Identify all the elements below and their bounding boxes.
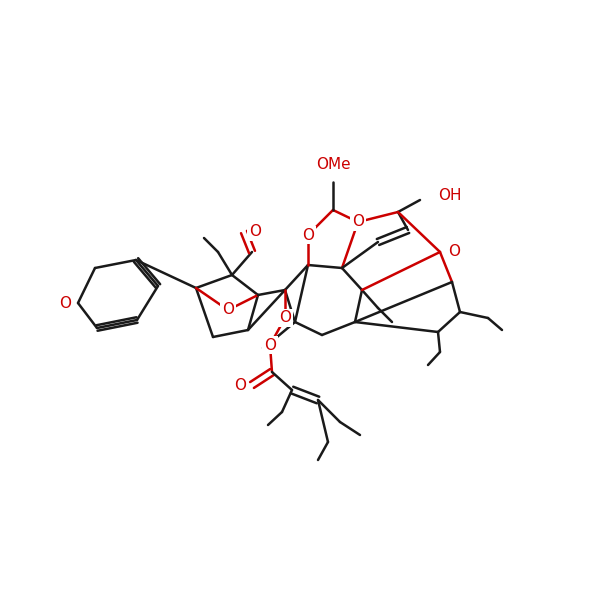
Text: O: O [222,302,234,317]
Text: O: O [279,311,291,325]
Text: O: O [448,245,460,259]
Text: OH: OH [438,187,461,202]
Text: O: O [234,377,246,392]
Text: O: O [264,337,276,352]
Text: O: O [249,224,261,239]
Text: O: O [352,214,364,229]
Text: O: O [59,295,71,311]
Text: O: O [302,227,314,242]
Text: OMe: OMe [316,157,350,172]
